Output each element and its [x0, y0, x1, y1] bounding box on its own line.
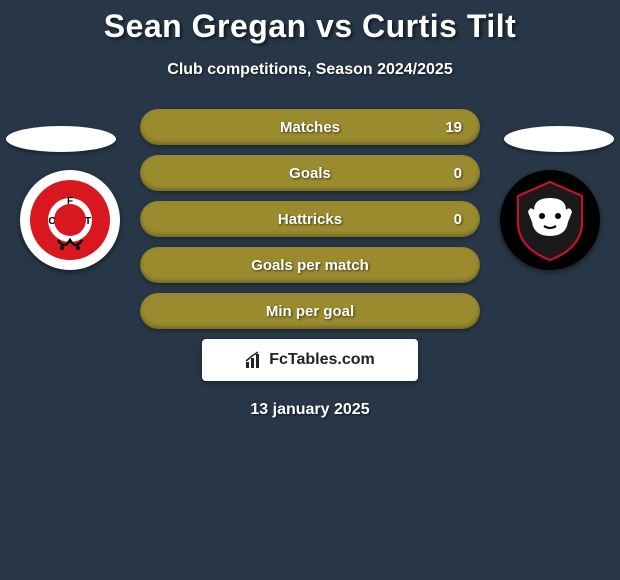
stat-value: 0 — [454, 211, 462, 228]
left-team-badge: F T C — [20, 170, 120, 270]
right-team-badge — [500, 170, 600, 270]
svg-text:F: F — [67, 196, 73, 207]
svg-text:C: C — [48, 216, 55, 227]
svg-text:T: T — [85, 216, 91, 227]
stat-label: Matches — [280, 119, 340, 136]
stat-row-matches: Matches 19 — [140, 109, 480, 145]
stat-value: 19 — [445, 119, 462, 136]
stat-row-goals-per-match: Goals per match — [140, 247, 480, 283]
page-title: Sean Gregan vs Curtis Tilt — [0, 0, 620, 45]
brand-text: FcTables.com — [269, 351, 375, 369]
stat-label: Hattricks — [278, 211, 342, 228]
comparison-card: Sean Gregan vs Curtis Tilt Club competit… — [0, 0, 620, 419]
date-text: 13 january 2025 — [0, 401, 620, 419]
stat-row-goals: Goals 0 — [140, 155, 480, 191]
stat-value: 0 — [454, 165, 462, 182]
subtitle: Club competitions, Season 2024/2025 — [0, 61, 620, 79]
stat-label: Goals per match — [251, 257, 369, 274]
stat-row-hattricks: Hattricks 0 — [140, 201, 480, 237]
stat-label: Min per goal — [266, 303, 354, 320]
left-player-ellipse — [6, 126, 116, 152]
stats-rows: Matches 19 Goals 0 Hattricks 0 Goals per… — [140, 109, 480, 329]
chart-icon — [245, 351, 263, 369]
brand-box[interactable]: FcTables.com — [202, 339, 418, 381]
stat-row-min-per-goal: Min per goal — [140, 293, 480, 329]
right-player-ellipse — [504, 126, 614, 152]
stat-label: Goals — [289, 165, 331, 182]
